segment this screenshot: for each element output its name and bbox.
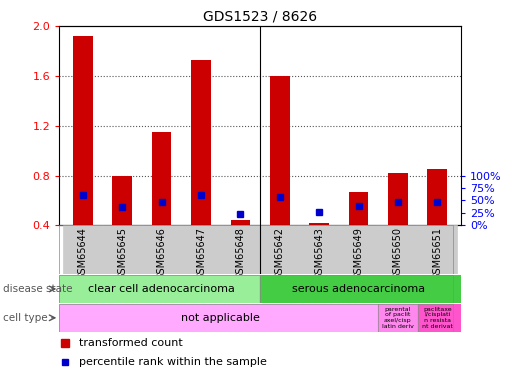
Text: serous adenocarcinoma: serous adenocarcinoma [292, 284, 425, 294]
Bar [388, 173, 408, 225]
Text: GSM65644: GSM65644 [78, 227, 88, 280]
Bar [181, 225, 221, 274]
Bar [112, 176, 132, 225]
Text: paclitaxe
l/cisplati
n resista
nt derivat: paclitaxe l/cisplati n resista nt deriva… [422, 307, 453, 329]
Text: GSM65648: GSM65648 [235, 227, 245, 280]
Bar [270, 76, 289, 225]
Text: GSM65649: GSM65649 [353, 227, 364, 280]
Bar [378, 304, 418, 332]
Bar [59, 304, 394, 332]
Text: GSM65650: GSM65650 [393, 227, 403, 280]
Text: disease state: disease state [3, 284, 72, 294]
Bar [59, 275, 260, 303]
Bar [418, 304, 461, 332]
Bar [339, 225, 378, 274]
Text: percentile rank within the sample: percentile rank within the sample [79, 357, 267, 367]
Bar [63, 225, 102, 274]
Bar [260, 275, 461, 303]
Bar [152, 132, 171, 225]
Text: transformed count: transformed count [79, 338, 183, 348]
Bar [102, 225, 142, 274]
Text: GSM65645: GSM65645 [117, 227, 127, 280]
Text: cell type: cell type [3, 313, 47, 323]
Bar [260, 225, 299, 274]
Text: parental
of paclit
axel/cisp
latin deriv: parental of paclit axel/cisp latin deriv [382, 307, 414, 329]
Text: GSM65647: GSM65647 [196, 227, 206, 280]
Bar [191, 60, 211, 225]
Bar [231, 220, 250, 225]
Text: GSM65646: GSM65646 [157, 227, 167, 280]
Bar [73, 36, 93, 225]
Bar [349, 192, 368, 225]
Bar [142, 225, 181, 274]
Text: not applicable: not applicable [181, 313, 260, 323]
Text: GSM65643: GSM65643 [314, 227, 324, 280]
Bar [221, 225, 260, 274]
Bar [310, 223, 329, 225]
Title: GDS1523 / 8626: GDS1523 / 8626 [203, 10, 317, 24]
Text: clear cell adenocarcinoma: clear cell adenocarcinoma [88, 284, 235, 294]
Bar [378, 225, 418, 274]
Text: GSM65651: GSM65651 [432, 227, 442, 280]
Bar [299, 225, 339, 274]
Bar [427, 170, 447, 225]
Text: GSM65642: GSM65642 [275, 227, 285, 280]
Bar [418, 225, 457, 274]
